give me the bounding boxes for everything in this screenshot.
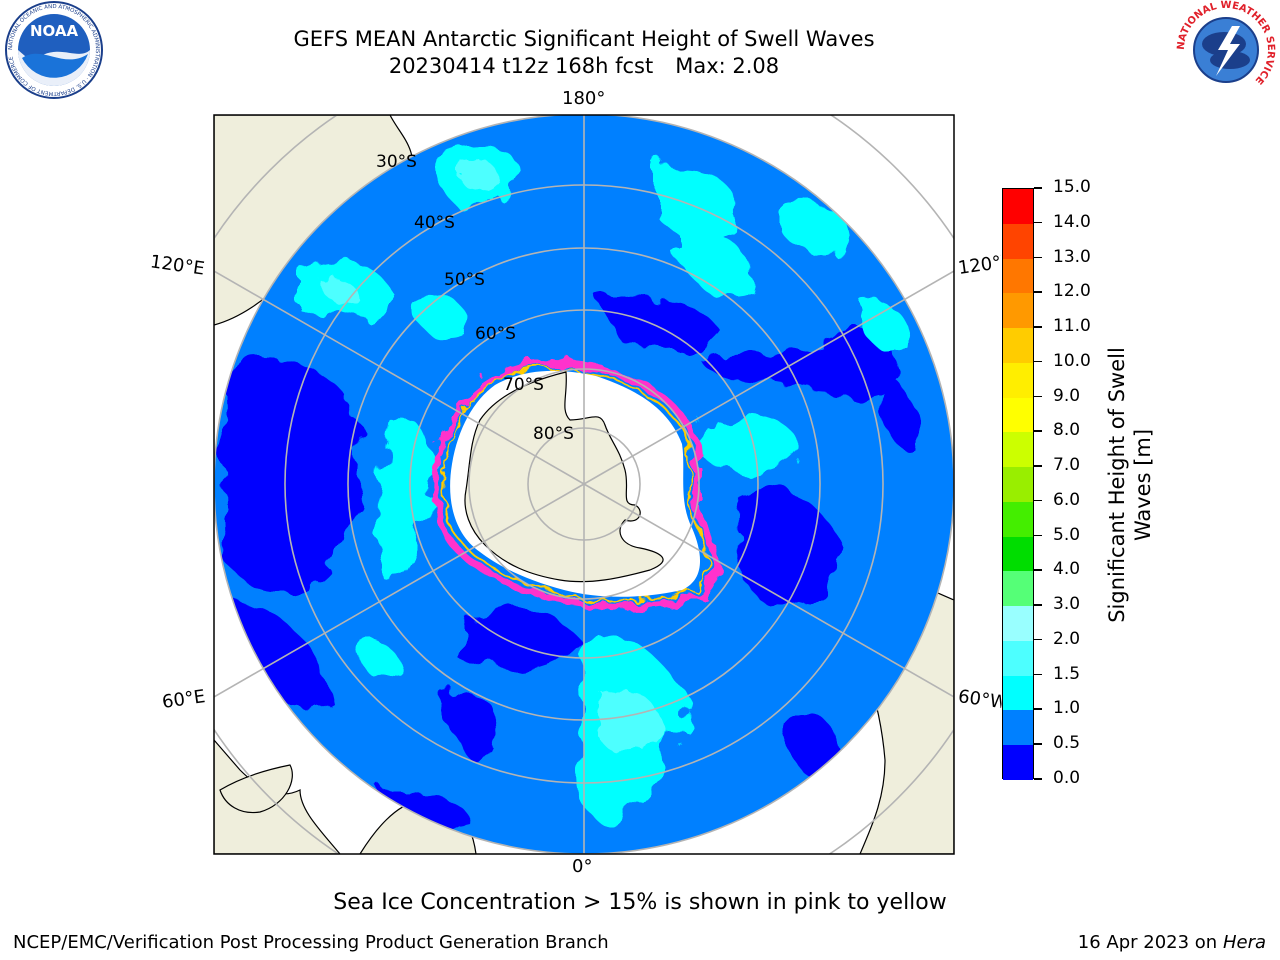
lat-label-50s: 50°S bbox=[444, 270, 485, 290]
swell-high-regions bbox=[320, 158, 665, 754]
colorbar-tick bbox=[1034, 256, 1042, 259]
colorbar-segment bbox=[1003, 223, 1033, 259]
graticule bbox=[214, 115, 954, 854]
colorbar-tick-label: 13.0 bbox=[1053, 246, 1091, 267]
colorbar-tick-label: 0.0 bbox=[1053, 768, 1081, 788]
colorbar-tick-label: 6.0 bbox=[1053, 489, 1081, 510]
colorbar-tick-label: 1.0 bbox=[1053, 698, 1081, 719]
colorbar-tick-label: 0.5 bbox=[1053, 733, 1081, 754]
colorbar-tick bbox=[1034, 430, 1042, 432]
colorbar-tick bbox=[1034, 743, 1042, 745]
nws-logo: NATIONAL WEATHER SERVICE bbox=[1176, 0, 1276, 98]
footer-credit: NCEP/EMC/Verification Post Processing Pr… bbox=[13, 932, 609, 953]
sea-ice-note: Sea Ice Concentration > 15% is shown in … bbox=[333, 890, 947, 915]
colorbar-segment bbox=[1003, 710, 1033, 745]
noaa-logo: NATIONAL OCEANIC AND ATMOSPHERIC ADMINIS… bbox=[5, 1, 103, 99]
colorbar-tick-label: 10.0 bbox=[1053, 350, 1091, 371]
colorbar-segment bbox=[1003, 675, 1033, 711]
footer-date: 16 Apr 2023 on Hera bbox=[1077, 932, 1266, 953]
run-label: 20230414 t12z 168h fcst bbox=[388, 54, 654, 78]
colorbar-tick bbox=[1034, 326, 1042, 328]
lat-label-60s: 60°S bbox=[475, 324, 516, 344]
chart-subtitle: 20230414 t12z 168h fcst Max: 2.08 bbox=[284, 54, 884, 78]
colorbar bbox=[1002, 188, 1034, 780]
colorbar-tick bbox=[1034, 360, 1042, 363]
colorbar-tick bbox=[1034, 291, 1042, 293]
colorbar-title: Significant Height of Swell Waves [m] bbox=[1105, 347, 1155, 623]
lon-label-180: 180° bbox=[562, 88, 606, 109]
colorbar-segment bbox=[1003, 467, 1033, 502]
colorbar-segment bbox=[1003, 606, 1033, 641]
svg-text:NOAA: NOAA bbox=[30, 22, 79, 40]
swell-low-regions bbox=[220, 296, 916, 834]
colorbar-tick-label: 4.0 bbox=[1053, 559, 1081, 580]
colorbar-tick bbox=[1034, 534, 1042, 537]
colorbar-tick bbox=[1034, 778, 1042, 780]
colorbar-tick-label: 2.0 bbox=[1053, 628, 1081, 649]
colorbar-tick-label: 8.0 bbox=[1053, 420, 1081, 441]
colorbar-tick-label: 7.0 bbox=[1053, 455, 1081, 476]
colorbar-segment bbox=[1003, 362, 1033, 398]
chart-title: GEFS MEAN Antarctic Significant Height o… bbox=[293, 27, 875, 51]
map-frame bbox=[213, 114, 955, 855]
colorbar-segment bbox=[1003, 293, 1033, 328]
colorbar-segment bbox=[1003, 189, 1033, 224]
colorbar-tick-label: 1.5 bbox=[1053, 663, 1081, 684]
lat-label-30s: 30°S bbox=[376, 152, 417, 172]
colorbar-tick bbox=[1034, 569, 1042, 571]
colorbar-segment bbox=[1003, 640, 1033, 676]
colorbar-tick-label: 15.0 bbox=[1053, 177, 1091, 197]
colorbar-tick-label: 14.0 bbox=[1053, 211, 1091, 232]
colorbar-tick-label: 3.0 bbox=[1053, 594, 1081, 615]
lat-label-40s: 40°S bbox=[414, 213, 455, 233]
colorbar-tick-label: 5.0 bbox=[1053, 524, 1081, 545]
colorbar-segment bbox=[1003, 328, 1033, 363]
colorbar-segment bbox=[1003, 501, 1033, 537]
colorbar-tick bbox=[1034, 673, 1042, 676]
colorbar-tick bbox=[1034, 465, 1042, 467]
colorbar-tick-label: 12.0 bbox=[1053, 281, 1091, 302]
colorbar-tick-label: 9.0 bbox=[1053, 385, 1081, 406]
machine-name: Hera bbox=[1222, 932, 1266, 953]
colorbar-tick bbox=[1034, 638, 1042, 641]
max-label: Max: 2.08 bbox=[675, 54, 780, 78]
colorbar-segment bbox=[1003, 745, 1033, 780]
colorbar-segment bbox=[1003, 258, 1033, 294]
colorbar-segment bbox=[1003, 397, 1033, 433]
colorbar-tick bbox=[1034, 604, 1042, 606]
colorbar-segment bbox=[1003, 536, 1033, 572]
colorbar-segment bbox=[1003, 571, 1033, 606]
lon-label-0: 0° bbox=[572, 856, 593, 877]
colorbar-segment bbox=[1003, 432, 1033, 467]
lat-label-70s: 70°S bbox=[503, 375, 544, 395]
colorbar-tick bbox=[1034, 499, 1042, 502]
lat-label-80s: 80°S bbox=[533, 424, 574, 444]
colorbar-tick bbox=[1034, 221, 1042, 224]
colorbar-tick-label: 11.0 bbox=[1053, 316, 1091, 337]
colorbar-tick bbox=[1034, 187, 1042, 189]
colorbar-tick bbox=[1034, 708, 1042, 710]
colorbar-tick bbox=[1034, 395, 1042, 398]
